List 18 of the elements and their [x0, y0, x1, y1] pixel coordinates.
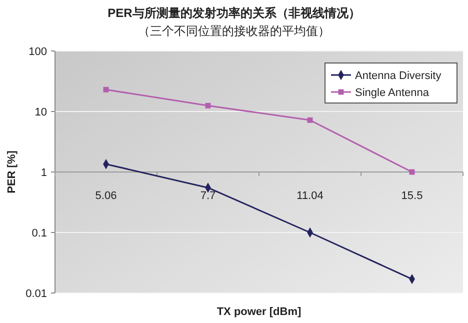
point: [103, 86, 109, 92]
x-tick-label: 15.5: [401, 190, 423, 202]
point: [307, 117, 313, 123]
x-tick-label: 7.7: [200, 190, 216, 202]
y-tick-label: 0.01: [26, 288, 47, 300]
y-axis-title: PER [%]: [6, 150, 18, 194]
point: [205, 102, 211, 108]
y-tick-label: 0.1: [32, 227, 47, 240]
y-tick-label: 10: [34, 106, 47, 118]
legend-label: Antenna Diversity: [355, 70, 442, 82]
x-axis-title: TX power [dBm]: [216, 306, 302, 318]
chart-subtitle: （三个不同位置的接收器的平均值）: [138, 24, 330, 38]
x-tick-label: 11.04: [296, 190, 324, 202]
chart-title: PER与所测量的发射功率的关系（非视线情况）: [108, 6, 360, 20]
legend-label: Single Antenna: [355, 86, 430, 99]
y-tick-label: 100: [28, 46, 47, 58]
y-tick-label: 1: [40, 166, 47, 179]
x-tick-label: 5.06: [95, 190, 117, 202]
